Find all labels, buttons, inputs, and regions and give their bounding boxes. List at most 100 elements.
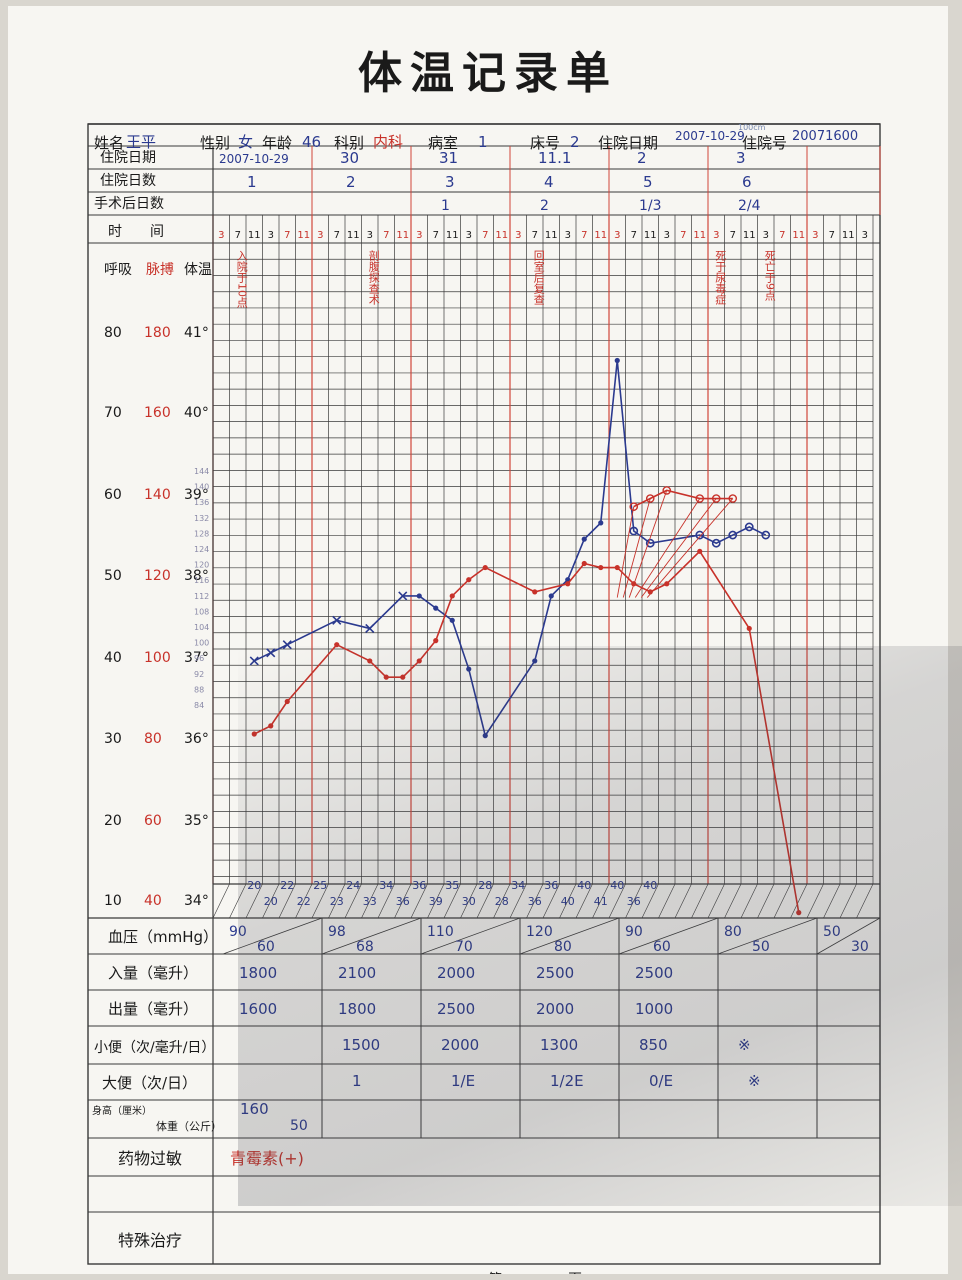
bed-label: 床号	[530, 134, 560, 152]
temperature-point	[548, 593, 554, 599]
pulse-peak-point	[662, 486, 672, 495]
temperature-point-axillary	[249, 656, 259, 666]
time-slot-label: 7	[482, 230, 488, 241]
pulse-point	[697, 548, 703, 554]
resp-tick: 70	[104, 405, 122, 421]
output-value: 2000	[536, 1000, 574, 1018]
pulse-peak-point	[695, 494, 705, 503]
text-layer: 姓名 王平 性别女年龄 46 科别 内科 病室 1 床号 2 住院日期 2007-10-29100cm…	[92, 123, 869, 1274]
weight-value: 50	[290, 1118, 308, 1134]
resp-diagonal	[707, 883, 725, 919]
days-row-label: 住院日数	[100, 173, 156, 189]
temp-tick: 34°	[184, 893, 209, 909]
pulse-point	[400, 674, 406, 680]
time-slot-label: 7	[680, 230, 686, 241]
footer-page-prefix: 第	[488, 1271, 502, 1274]
pulse-minor-tick: 104	[194, 623, 209, 632]
temperature-point-oral	[711, 538, 721, 548]
pulse-tick: 140	[144, 487, 171, 503]
temperature-point	[581, 536, 587, 542]
time-slot-label: 7	[334, 230, 340, 241]
pulse-minor-tick: 144	[194, 467, 209, 476]
bp-diastolic: 80	[554, 939, 572, 955]
pulse-point	[416, 658, 422, 664]
pulse-point	[268, 723, 274, 729]
pulse-tick: 100	[144, 650, 171, 666]
data-layer	[249, 357, 802, 916]
time-slot-label: 3	[218, 230, 224, 241]
output-row-label: 出量（毫升）	[108, 1000, 198, 1018]
resp-diagonal	[476, 883, 494, 919]
pulse-minor-tick: 100	[194, 639, 209, 648]
temperature-point-oral	[761, 530, 771, 540]
time-slot-label: 11	[693, 230, 706, 241]
date-cell: 30	[340, 149, 359, 167]
pulse-minor-tick: 128	[194, 529, 209, 538]
pulse-minor-tick: 96	[194, 654, 204, 663]
resp-diagonal	[559, 883, 577, 919]
pulse-tick: 160	[144, 405, 171, 421]
bp-diagonal	[816, 917, 881, 955]
time-slot-label: 3	[268, 230, 274, 241]
resp-diagonal	[575, 883, 593, 919]
temp-tick: 41°	[184, 325, 209, 341]
temperature-point	[482, 733, 488, 739]
temperature-point-axillary	[282, 640, 292, 650]
pulse-point	[466, 577, 472, 583]
bp-diagonal	[618, 917, 719, 955]
respiration-value: 40	[610, 879, 624, 892]
respiration-value: 34	[511, 879, 525, 892]
date-cell: 3	[736, 149, 746, 167]
respiration-value: 33	[363, 895, 377, 908]
respiration-value: 41	[594, 895, 608, 908]
resp-diagonal	[691, 883, 709, 919]
output-value: 2500	[437, 1000, 475, 1018]
pulse-minor-tick: 92	[194, 670, 204, 679]
pulse-minor-tick: 136	[194, 498, 209, 507]
output-value: 1000	[635, 1000, 673, 1018]
temperature-point-oral	[629, 526, 639, 536]
respiration-value: 36	[627, 895, 641, 908]
temp-tick: 40°	[184, 405, 209, 421]
weight-row-label: 体重（公斤）	[156, 1119, 222, 1133]
bp-systolic: 50	[823, 924, 841, 940]
resp-diagonal	[410, 883, 428, 919]
pulse-minor-tick: 88	[194, 685, 204, 694]
resp-diagonal	[641, 883, 659, 919]
bp-systolic: 120	[526, 924, 553, 940]
date-row-label: 住院日期	[100, 150, 156, 166]
temp-tick: 38°	[184, 568, 209, 584]
day-number-cell: 1	[247, 173, 257, 191]
time-slot-label: 3	[614, 230, 620, 241]
resp-diagonal	[856, 883, 874, 919]
time-slot-label: 11	[248, 230, 261, 241]
patient-admit-no: 20071600	[792, 129, 858, 144]
day-number-cell: 3	[445, 173, 455, 191]
pulse-minor-tick: 108	[194, 607, 209, 616]
pulse-point	[334, 642, 340, 648]
respiration-value: 39	[429, 895, 443, 908]
resp-diagonal	[295, 883, 313, 919]
urine-row-label: 小便（次/毫升/日）	[94, 1039, 215, 1056]
date-cell: 31	[439, 149, 458, 167]
bp-systolic: 90	[229, 924, 247, 940]
time-slot-label: 11	[644, 230, 657, 241]
pulse-deficit-line	[628, 490, 668, 598]
resp-diagonal	[526, 883, 544, 919]
resp-diagonal	[361, 883, 379, 919]
pulse-deficit-line	[646, 498, 734, 598]
post-op-cell: 1/3	[639, 198, 662, 214]
time-slot-label: 11	[446, 230, 459, 241]
time-slot-label: 7	[235, 230, 241, 241]
treatment-row-label: 特殊治疗	[118, 1231, 182, 1250]
post-op-cell: 1	[441, 198, 450, 214]
time-slot-label: 11	[842, 230, 855, 241]
resp-tick: 20	[104, 813, 122, 829]
bp-systolic: 80	[724, 924, 742, 940]
form-layer: 体温记录单	[358, 48, 610, 99]
patient-name: 王平	[126, 133, 156, 151]
intake-value: 2100	[338, 964, 376, 982]
bp-systolic: 98	[328, 924, 346, 940]
intake-row-label: 入量（毫升）	[108, 964, 198, 982]
pulse-point	[614, 564, 620, 571]
